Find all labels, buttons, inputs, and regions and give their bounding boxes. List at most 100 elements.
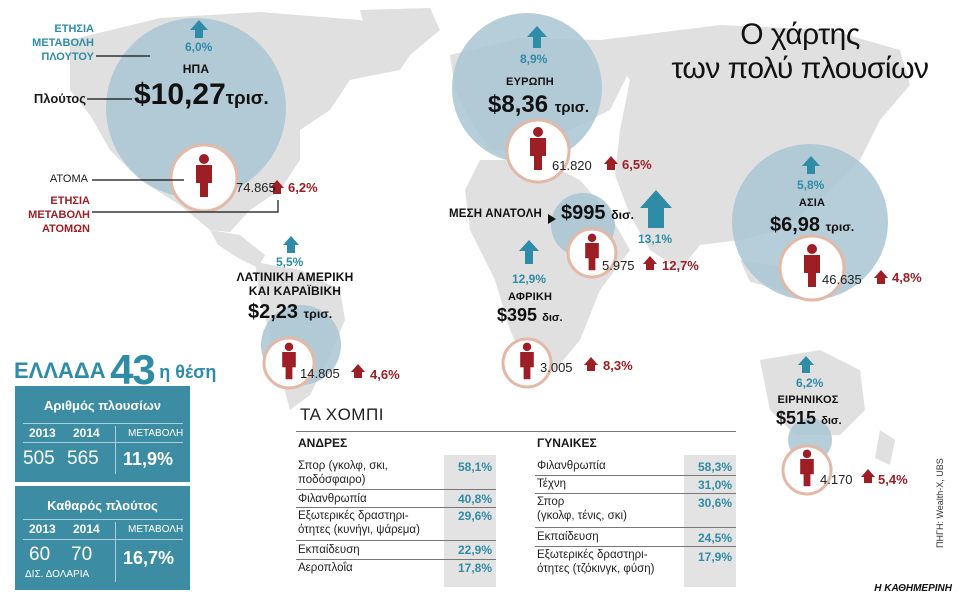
divider [23, 519, 183, 520]
men-row-2: Φιλανθρωπία [298, 492, 367, 506]
pacific-wealth-unit: δισ. [821, 415, 842, 427]
pacific-wealth-change: 6,2% [796, 376, 824, 390]
women-row-value: 24,5% [697, 531, 732, 545]
men-row-3: Εξωτερικές δραστηρι-ότητες (κυνήγι, ψάρε… [298, 509, 420, 537]
count-year2: 2014 [73, 426, 100, 440]
mideast-wealth-change: 13,1% [638, 232, 673, 246]
women-row-text: Φιλανθρωπία [537, 460, 606, 472]
wealth-change: 16,7% [123, 548, 175, 568]
europe-name: ΕΥΡΩΠΗ [506, 76, 554, 88]
mideast-wealth-value: $995 [561, 202, 606, 224]
women-row-text: Σπορ [537, 496, 565, 508]
women-row-3: Σπορ (γκολφ, τένις, σκι) [537, 495, 627, 523]
asia-people: 46.635 [822, 272, 862, 287]
men-row-text: ότητες (κυνήγι, ψάρεμα) [298, 524, 420, 536]
legend-wealth-change: ΕΤΗΣΙΑ ΜΕΤΑΒΟΛΗ ΠΛΟΥΤΟΥ [8, 22, 94, 64]
people-circles [169, 118, 846, 496]
men-row-value: 58,1% [457, 460, 492, 474]
source-credit: ΠΗΓΗ: Wealth-X, UBS [935, 458, 945, 548]
count-v2: 565 [67, 448, 99, 469]
greece-wealth-box: Καθαρός πλούτος 2013 2014 ΜΕΤΑΒΟΛΗ 60 70… [15, 486, 190, 590]
europe-wealth-value: $8,36 [488, 91, 549, 118]
men-row-text: Σπορ (γκολφ, σκι, [298, 460, 388, 472]
divider [115, 426, 116, 474]
latam-people: 14.805 [300, 366, 340, 381]
africa-people: 3.005 [540, 360, 573, 375]
pacific-people-change: 5,4% [878, 472, 908, 487]
asia-wealth-unit: τρισ. [825, 220, 855, 234]
women-row-value: 17,9% [697, 550, 732, 564]
pacific-people: 4.170 [820, 472, 853, 487]
mideast-wealth-unit: δισ. [611, 208, 634, 222]
divider [296, 489, 496, 490]
divider [535, 493, 736, 494]
legend-leaders [87, 55, 279, 213]
men-row-5: Αεροπλοΐα [298, 561, 353, 575]
people-change-arrows [270, 156, 888, 483]
greece-rank-number: 43 [110, 346, 156, 393]
women-row-value: 31,0% [697, 478, 732, 492]
wealth-change-arrows [190, 20, 820, 373]
men-values-shade [444, 455, 496, 587]
women-column-title: ΓΥΝΑΙΚΕΣ [537, 436, 597, 450]
women-row-value: 58,3% [697, 460, 732, 474]
divider [23, 539, 183, 540]
divider [296, 559, 496, 560]
divider [23, 442, 183, 443]
page-title: Ο χάρτης των πολύ πλουσίων [660, 18, 940, 86]
africa-wealth-unit: δισ. [542, 312, 563, 324]
europe-wealth-unit: τρισ. [554, 100, 590, 116]
greece-rank-suffix: η θέση [159, 362, 217, 382]
legend-people-change-line: ΕΤΗΣΙΑ [50, 195, 90, 207]
divider [296, 507, 496, 508]
latam-name: ΛΑΤΙΝΙΚΗ ΑΜΕΡΙΚΗ ΚΑΙ ΚΑΡΑΪΒΙΚΗ [220, 270, 370, 298]
africa-wealth-change: 12,9% [512, 272, 547, 286]
europe-people: 61.820 [552, 158, 592, 173]
men-row-value: 17,8% [457, 561, 492, 575]
divider [535, 546, 736, 547]
men-row-text: Εκπαίδευση [298, 544, 360, 556]
wealth-box-title: Καθαρός πλούτος [47, 498, 158, 513]
men-column-title: ΑΝΔΡΕΣ [298, 436, 348, 450]
women-values-shade [684, 455, 736, 587]
men-row-value: 22,9% [457, 543, 492, 557]
latam-wealth-change: 5,5% [276, 255, 304, 269]
pacific-wealth: $515 δισ. [776, 408, 842, 429]
count-change: 11,9% [123, 449, 174, 469]
latam-people-change: 4,6% [370, 367, 400, 382]
latam-name-line: ΛΑΤΙΝΙΚΗ ΑΜΕΡΙΚΗ [236, 270, 354, 284]
count-year1: 2013 [29, 426, 56, 440]
asia-name: ΑΣΙΑ [798, 197, 826, 209]
europe-wealth: $8,36 τρισ. [488, 91, 589, 119]
legend-people-change: ΕΤΗΣΙΑ ΜΕΤΑΒΟΛΗ ΑΤΟΜΩΝ [8, 194, 90, 236]
women-row-text: Εκπαίδευση [537, 531, 599, 543]
usa-wealth-unit: τρισ. [225, 87, 269, 108]
women-row-5: Εξωτερικές δραστηρι-ότητες (τζόκινγκ, φύ… [537, 548, 655, 576]
title-line-1: Ο χάρτης [740, 18, 860, 51]
mideast-name: ΜΕΣΗ ΑΝΑΤΟΛΗ [449, 208, 543, 220]
usa-wealth-change: 6,0% [185, 40, 213, 54]
men-row-text: ποδόσφαιρο) [298, 474, 366, 486]
asia-wealth-change: 5,8% [797, 178, 825, 192]
hobbies-title: ΤΑ ΧΟΜΠΙ [300, 405, 384, 424]
divider [535, 475, 736, 476]
arrow-right-icon [548, 214, 556, 224]
divider [535, 527, 736, 528]
usa-wealth-value: $10,27 [134, 78, 226, 111]
women-row-text: (γκολφ, τένις, σκι) [537, 510, 627, 522]
latam-wealth-value: $2,23 [248, 301, 299, 323]
usa-people-change: 6,2% [288, 180, 318, 195]
wealth-v2: 70 [71, 544, 93, 565]
men-row-4: Εκπαίδευση [298, 543, 360, 557]
pacific-name: ΕΙΡΗΝΙΚΟΣ [777, 394, 839, 406]
legend-wealth-change-line: ΕΤΗΣΙΑ [54, 23, 94, 35]
wealth-change-label: ΜΕΤΑΒΟΛΗ [128, 524, 184, 535]
europe-people-change: 6,5% [622, 157, 652, 172]
mideast-wealth: $995 δισ. [561, 202, 634, 225]
mideast-people-change: 12,7% [662, 258, 699, 273]
title-line-2: των πολύ πλουσίων [671, 52, 929, 85]
divider [296, 431, 736, 432]
usa-wealth: $10,27τρισ. [134, 78, 269, 112]
women-row-1: Φιλανθρωπία [537, 459, 606, 473]
